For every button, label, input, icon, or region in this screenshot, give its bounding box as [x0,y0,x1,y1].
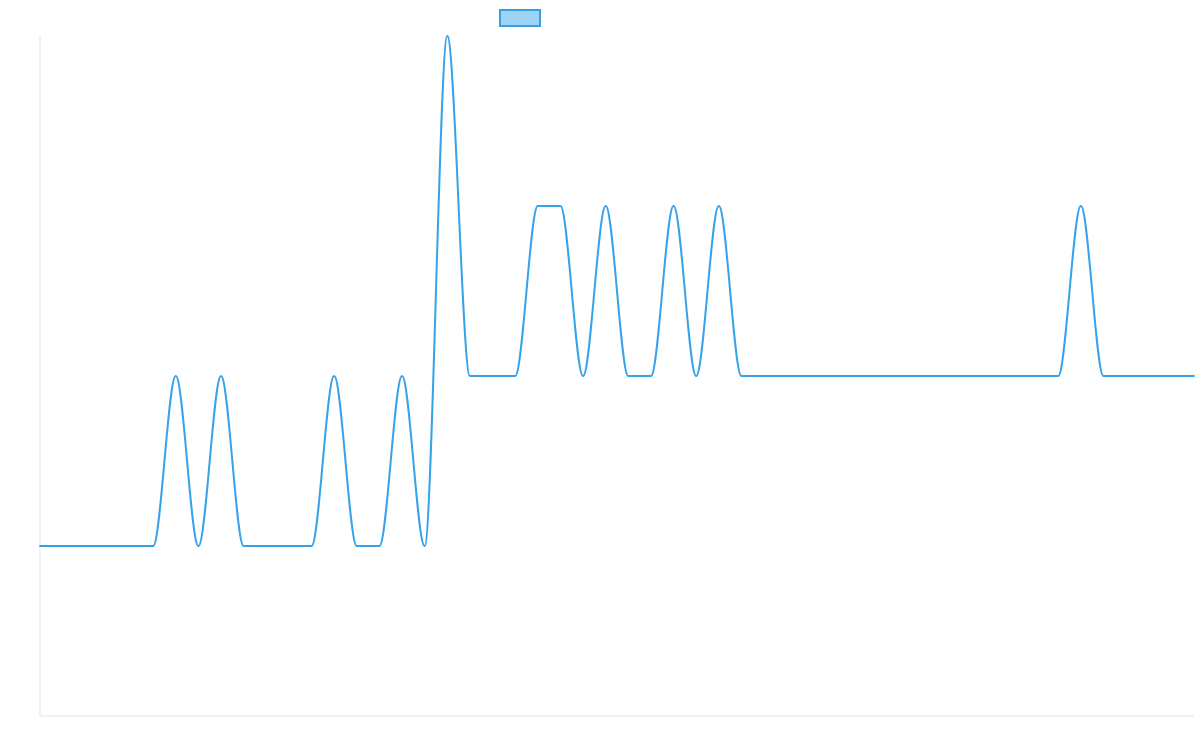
data-point[interactable] [852,373,858,379]
data-point[interactable] [671,203,677,209]
data-point[interactable] [512,373,518,379]
legend [499,9,541,27]
data-point[interactable] [105,543,111,549]
data-point[interactable] [218,373,224,379]
data-point[interactable] [806,373,812,379]
data-point[interactable] [128,543,134,549]
data-point[interactable] [150,543,156,549]
data-point[interactable] [467,373,473,379]
data-point[interactable] [444,33,450,39]
data-point[interactable] [60,543,66,549]
data-point[interactable] [263,543,269,549]
data-point[interactable] [919,373,925,379]
data-point[interactable] [1191,373,1197,379]
data-point[interactable] [241,543,247,549]
data-point[interactable] [1033,373,1039,379]
data-point[interactable] [173,373,179,379]
series-line [39,35,1195,547]
data-point[interactable] [195,543,201,549]
plot-area [37,33,1197,549]
data-point[interactable] [286,543,292,549]
data-point[interactable] [738,373,744,379]
data-point[interactable] [603,203,609,209]
data-point[interactable] [942,373,948,379]
data-point[interactable] [580,373,586,379]
data-point[interactable] [490,373,496,379]
data-point[interactable] [829,373,835,379]
data-point[interactable] [1100,373,1106,379]
legend-swatch[interactable] [499,9,541,27]
data-point[interactable] [784,373,790,379]
data-point[interactable] [376,543,382,549]
data-point[interactable] [535,203,541,209]
data-point[interactable] [965,373,971,379]
data-point[interactable] [897,373,903,379]
data-point[interactable] [331,373,337,379]
data-point[interactable] [716,203,722,209]
data-point[interactable] [874,373,880,379]
data-point[interactable] [354,543,360,549]
data-point[interactable] [1123,373,1129,379]
data-point[interactable] [82,543,88,549]
data-point[interactable] [422,543,428,549]
data-point[interactable] [557,203,563,209]
data-point[interactable] [1146,373,1152,379]
data-point[interactable] [1055,373,1061,379]
data-point[interactable] [693,373,699,379]
data-point[interactable] [37,543,43,549]
data-point[interactable] [1010,373,1016,379]
data-point[interactable] [625,373,631,379]
data-point[interactable] [987,373,993,379]
data-point[interactable] [399,373,405,379]
data-point[interactable] [648,373,654,379]
axes [39,36,1194,717]
data-point[interactable] [309,543,315,549]
data-point[interactable] [761,373,767,379]
data-point[interactable] [1168,373,1174,379]
data-point[interactable] [1078,203,1084,209]
